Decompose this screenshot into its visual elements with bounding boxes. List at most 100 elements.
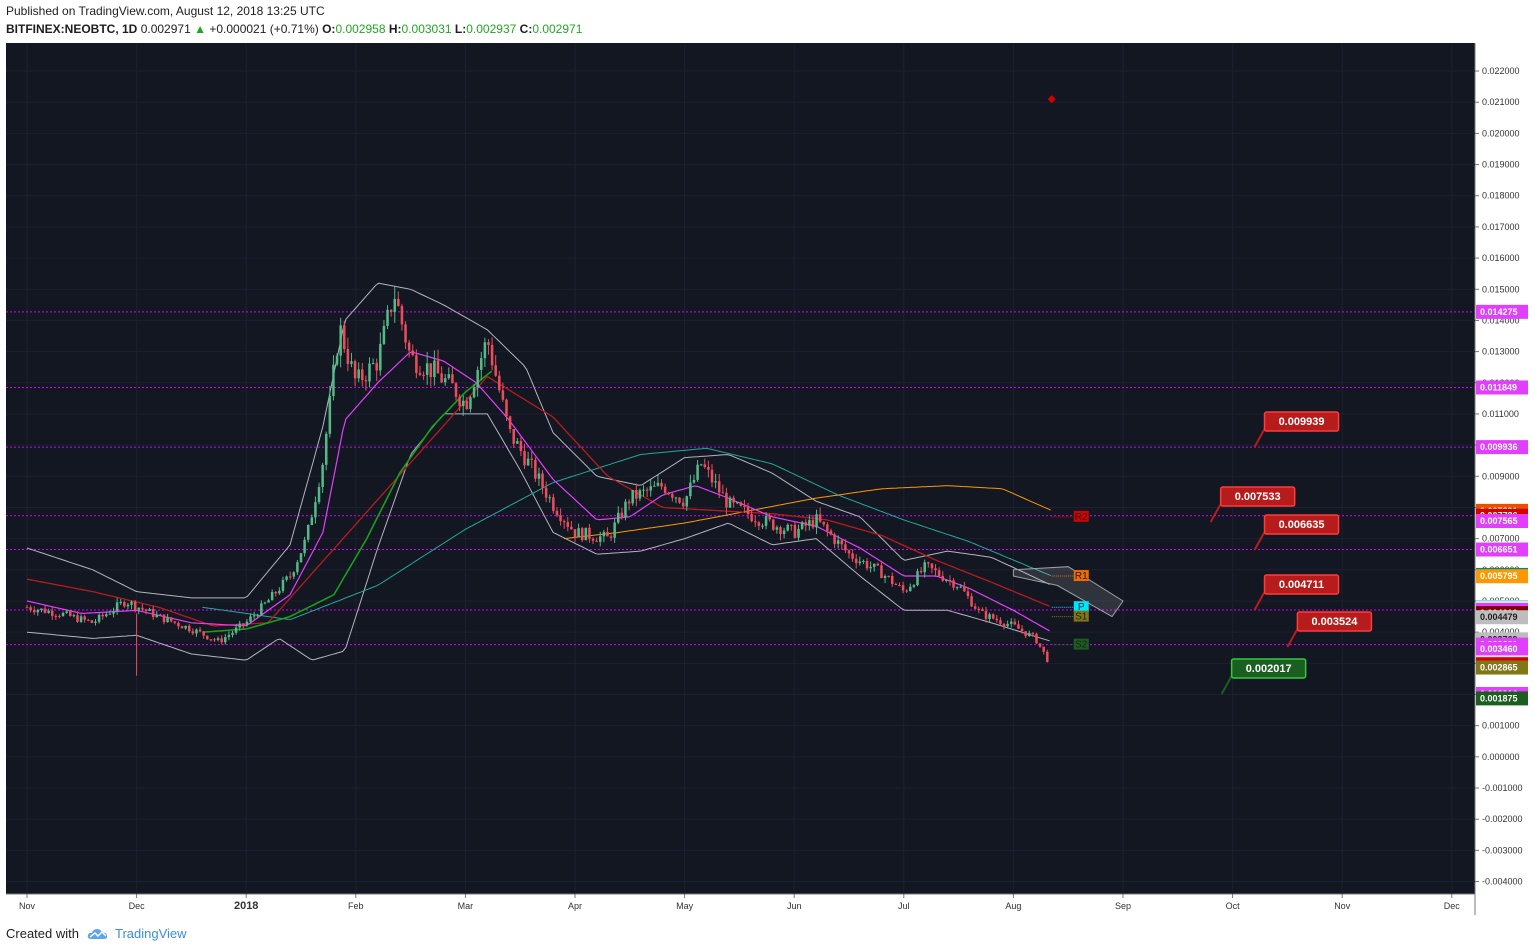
bollinger-upper-line (26, 282, 1050, 599)
level-lines (6, 311, 1475, 646)
candle-body (534, 459, 537, 479)
candle-body (797, 528, 800, 538)
high-label: H: (388, 22, 402, 36)
candle-body (595, 540, 598, 542)
candle-body (948, 580, 952, 582)
candle-body (87, 619, 90, 621)
candle-body (854, 558, 858, 564)
x-tick-label: Dec (129, 901, 146, 911)
candle-body (768, 516, 771, 520)
callout-label: 0.002017 (1246, 663, 1292, 675)
candle-body (245, 621, 249, 626)
candle-body (692, 479, 696, 483)
candle-body (966, 591, 970, 597)
price-chart[interactable]: R2 R1 PS1 S2 0.009939 0.007533 0.006635 0.0047… (6, 43, 1530, 915)
price-tag-label: 0.001875 (1480, 693, 1518, 703)
candle-body (649, 486, 652, 491)
candle-body (656, 482, 660, 486)
candle-body (101, 614, 104, 617)
candle-body (963, 586, 966, 592)
candle-body (310, 517, 314, 525)
candle-body (162, 614, 166, 623)
y-tick-label: 0.022000 (1482, 66, 1520, 76)
candle-body (379, 343, 382, 371)
candle-body (548, 497, 552, 499)
candle-body (847, 550, 851, 554)
candle-body (498, 375, 501, 391)
time-axis-background (6, 894, 1475, 915)
candle-body (627, 501, 631, 504)
footer: Created with TradingView (6, 926, 187, 941)
close-label: C: (519, 22, 533, 36)
candle-body (696, 464, 699, 480)
pivot-label: S2 (1075, 640, 1088, 651)
candle-body (303, 539, 306, 554)
candle-body (472, 387, 476, 398)
tradingview-link[interactable]: TradingView (87, 926, 187, 941)
candle-body (422, 374, 425, 376)
candle-body (728, 497, 732, 508)
candle-body (1046, 651, 1049, 662)
candle-body (624, 501, 627, 518)
candle-body (458, 396, 461, 406)
candle-body (180, 626, 184, 629)
candle-body (937, 570, 941, 576)
callout-label: 0.003524 (1311, 616, 1358, 628)
price-tag-label: 0.009936 (1480, 442, 1518, 452)
chart-frame[interactable]: R2 R1 P S1 S2 0.009939 0.007533 0.006635 0.0047… (6, 43, 1530, 915)
candle-body (1038, 643, 1042, 647)
candle-body (389, 309, 393, 312)
published-line: Published on TradingView.com, August 12,… (6, 4, 325, 18)
candle-body (148, 608, 151, 611)
candle-body (429, 363, 433, 378)
candle-body (285, 576, 288, 580)
candle-body (746, 506, 750, 515)
time-axis[interactable]: Nov Dec 2018 Feb Mar Apr May Jun Jul Aug Sep Oct Nov… (19, 894, 1460, 912)
candle-body (400, 305, 404, 325)
candle-body (523, 450, 526, 466)
candle-body (465, 400, 469, 410)
candle-body (1009, 621, 1013, 624)
candle-body (689, 482, 692, 497)
pivot-label: S1 (1075, 612, 1088, 623)
candle-body (43, 608, 47, 613)
candle-body (343, 325, 346, 349)
candle-body (811, 520, 815, 528)
candle-body (552, 497, 555, 511)
candle-body (198, 629, 202, 632)
candle-body (559, 515, 562, 522)
candle-body (699, 464, 703, 466)
candle-body (923, 562, 926, 573)
candle-body (433, 360, 436, 378)
candle-body (119, 601, 122, 603)
price-tag-box (1476, 660, 1528, 675)
candle-body (480, 358, 483, 371)
ma-fast-line (26, 351, 1050, 632)
candle-body (754, 521, 757, 523)
candle-body (891, 575, 894, 584)
candle-body (930, 563, 934, 569)
candle-body (620, 512, 624, 518)
candle-body (584, 527, 588, 541)
y-tick-label: 0.004000 (1482, 627, 1520, 637)
candle-body (826, 524, 829, 531)
candle-body (224, 637, 227, 643)
candle-body (36, 610, 40, 613)
candle-body (76, 615, 79, 622)
price-tag-label: 0.005795 (1480, 571, 1518, 581)
candle-body (1013, 621, 1017, 625)
candle-body (382, 325, 386, 344)
candle-body (339, 325, 342, 356)
candle-body (227, 634, 231, 638)
candle-body (880, 565, 883, 579)
ma-green-line (202, 370, 493, 633)
candle-body (779, 527, 782, 535)
price-tag-label: 0.011849 (1480, 382, 1517, 392)
candle-body (840, 540, 844, 545)
candle-body (851, 553, 854, 559)
pivot-levels: R2 R1 PS1 S2 (1051, 510, 1089, 651)
candle-body (404, 324, 407, 343)
candle-body (858, 561, 862, 564)
candle-body (732, 497, 735, 503)
candle-body (775, 527, 779, 530)
